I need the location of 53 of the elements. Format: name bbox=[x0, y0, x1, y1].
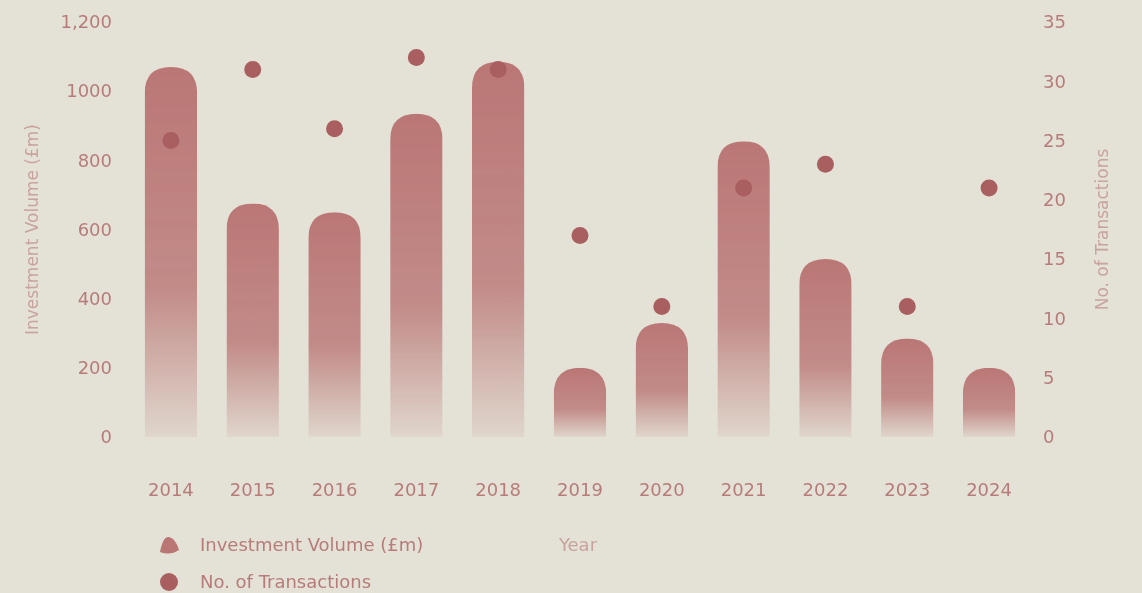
bar bbox=[144, 66, 198, 437]
y2-tick-label: 20 bbox=[1043, 189, 1066, 211]
point bbox=[980, 179, 998, 197]
y2-tick-label: 5 bbox=[1043, 367, 1055, 389]
point bbox=[898, 298, 916, 316]
x-axis-title: Year bbox=[557, 534, 598, 556]
bar bbox=[635, 322, 688, 437]
legend-label: No. of Transactions bbox=[200, 571, 372, 593]
bar bbox=[390, 113, 443, 437]
y-tick-label: 800 bbox=[77, 149, 112, 171]
y2-tick-label: 0 bbox=[1043, 426, 1055, 448]
x-tick-label: 2017 bbox=[393, 479, 440, 501]
y-tick-label: 1000 bbox=[66, 80, 112, 102]
y2-tick-label: 25 bbox=[1043, 129, 1066, 151]
x-tick-label: 2020 bbox=[638, 479, 685, 501]
y-tick-label: 1,200 bbox=[60, 11, 112, 33]
x-tick-label: 2024 bbox=[966, 479, 1012, 501]
x-tick-label: 2016 bbox=[311, 479, 358, 501]
bar bbox=[472, 61, 525, 437]
y2-tick-label: 10 bbox=[1043, 307, 1066, 329]
bar bbox=[799, 258, 852, 437]
point bbox=[489, 60, 507, 78]
x-tick-label: 2023 bbox=[884, 479, 931, 501]
x-tick-label: 2022 bbox=[802, 479, 849, 501]
point bbox=[571, 226, 589, 244]
bar bbox=[881, 338, 934, 437]
point bbox=[326, 120, 344, 138]
legend-label: Investment Volume (£m) bbox=[200, 534, 424, 556]
point bbox=[407, 49, 425, 67]
y2-tick-label: 15 bbox=[1043, 248, 1066, 270]
x-tick-label: 2021 bbox=[720, 479, 767, 501]
x-tick-label: 2014 bbox=[148, 479, 194, 501]
x-tick-label: 2019 bbox=[557, 479, 603, 501]
bar bbox=[553, 367, 607, 437]
y-axis-title: Investment Volume (£m) bbox=[22, 124, 42, 335]
y2-tick-label: 35 bbox=[1043, 11, 1066, 33]
point bbox=[162, 132, 180, 150]
y-tick-label: 200 bbox=[77, 357, 112, 379]
point bbox=[735, 179, 753, 197]
point bbox=[244, 60, 262, 78]
y-tick-label: 400 bbox=[77, 287, 112, 309]
y2-tick-label: 30 bbox=[1043, 70, 1066, 92]
point bbox=[653, 298, 671, 316]
point bbox=[816, 155, 834, 173]
x-tick-label: 2018 bbox=[475, 479, 522, 501]
x-tick-label: 2015 bbox=[229, 479, 276, 501]
bar bbox=[226, 203, 279, 437]
bar bbox=[717, 141, 770, 437]
y-tick-label: 0 bbox=[100, 426, 112, 448]
y-tick-label: 600 bbox=[77, 218, 112, 240]
y2-axis-title: No. of Transactions bbox=[1092, 148, 1112, 311]
bar bbox=[308, 212, 361, 437]
bar bbox=[962, 367, 1016, 437]
